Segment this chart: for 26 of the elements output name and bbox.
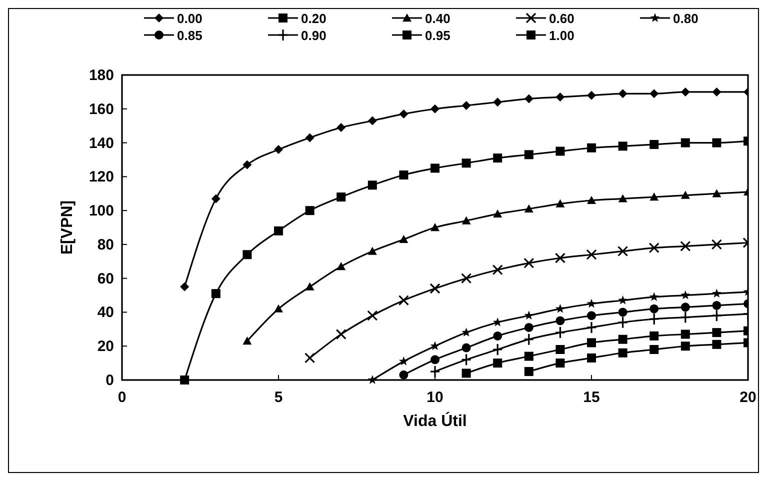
legend-label: 0.90 [301,28,326,43]
legend-label: 0.80 [673,11,698,26]
y-tick-label: 160 [88,100,114,118]
legend-label: 0.00 [177,11,202,26]
x-tick-label: 15 [583,389,600,406]
x-tick-label: 20 [740,389,756,406]
legend-label: 0.40 [425,11,450,26]
legend-label: 0.20 [301,11,326,26]
x-tick-label: 0 [118,389,126,406]
legend-label: 0.95 [425,28,450,43]
y-tick-label: 60 [97,270,114,288]
y-tick-label: 100 [88,202,114,220]
y-tick-label: 120 [88,168,114,186]
y-tick-label: 180 [88,67,114,84]
legend-label: 0.85 [177,28,202,43]
x-axis-title: Vida Útil [403,411,467,430]
y-tick-label: 140 [88,134,114,152]
x-tick-label: 10 [426,389,444,406]
y-axis-title: E[VPN] [59,200,76,255]
y-tick-label: 20 [97,338,114,356]
y-tick-label: 80 [97,236,114,254]
legend-label: 1.00 [549,28,574,43]
legend-label: 0.60 [549,11,574,26]
x-tick-label: 5 [274,389,283,406]
y-tick-label: 40 [97,304,114,322]
y-tick-label: 0 [106,372,114,389]
